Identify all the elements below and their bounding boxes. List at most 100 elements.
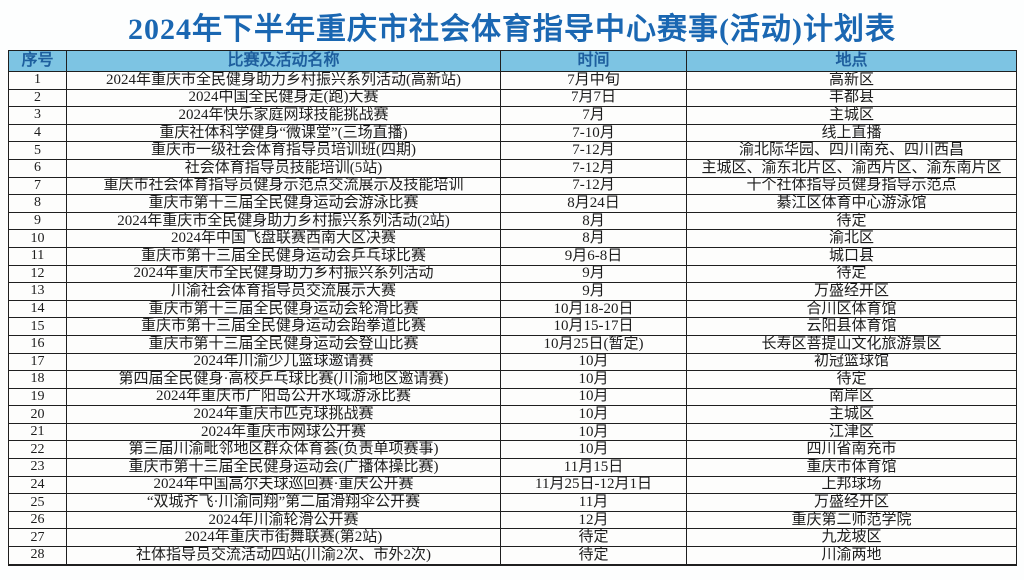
time-cell: 10月 [500,405,687,424]
table-row: 12 2024年重庆市全民健身助力乡村振兴系列活动 9月 待定 [8,264,1017,284]
table-row: 3 2024年快乐家庭网球技能挑战赛 7月 主城区 [8,106,1017,125]
row-index-cell: 11 [8,246,67,266]
row-index-cell: 1 [8,71,67,90]
row-index-cell: 16 [8,334,67,354]
event-name-cell: 2024中国全民健身走(跑)大赛 [66,88,501,108]
table-row: 21 2024年重庆市网球公开赛 10月 江津区 [8,422,1017,442]
time-cell: 7-12月 [500,176,687,196]
time-cell: 10月18-20日 [500,299,687,319]
event-name-cell: 2024年中国飞盘联赛西南大区决赛 [66,229,501,248]
row-index-cell: 6 [8,158,67,178]
location-cell: 万盛经开区 [686,493,1017,512]
row-index-cell: 15 [8,317,67,336]
row-index-cell: 24 [8,475,67,495]
location-cell: 重庆市体育馆 [686,458,1017,477]
table-row: 26 2024年川渝轮滑公开赛 12月 重庆第二师范学院 [8,510,1017,530]
row-index-cell: 8 [8,194,67,213]
event-name-cell: 重庆市第十三届全民健身运动会(广播体操比赛) [66,458,501,477]
table-row: 1 2024年重庆市全民健身助力乡村振兴系列活动(高新站) 7月中旬 高新区 [8,71,1017,90]
location-cell: 綦江区体育中心游泳馆 [686,194,1017,213]
table-row: 9 2024年重庆市全民健身助力乡村振兴系列活动(2站) 8月 待定 [8,211,1017,231]
event-name-cell: 2024年川渝少儿篮球邀请赛 [66,352,501,372]
event-name-cell: 重庆市第十三届全民健身运动会跆拳道比赛 [66,317,501,336]
event-name-cell: 2024年中国高尔夫球巡回赛·重庆公开赛 [66,475,501,495]
location-cell: 主城区 [686,106,1017,125]
row-index-cell: 23 [8,458,67,477]
time-cell: 待定 [500,546,687,566]
location-cell: 主城区 [686,405,1017,424]
time-cell: 10月 [500,387,687,407]
row-index-cell: 9 [8,211,67,231]
event-name-cell: 2024年重庆市全民健身助力乡村振兴系列活动(2站) [66,211,501,231]
time-cell: 11月15日 [500,458,687,477]
row-index-cell: 17 [8,352,67,372]
event-name-cell: 2024年重庆市街舞联赛(第2站) [66,528,501,548]
location-cell: 川渝两地 [686,546,1017,566]
table-row: 2 2024中国全民健身走(跑)大赛 7月7日 丰都县 [8,88,1017,108]
table-header: 序号 比赛及活动名称 时间 地点 [8,50,1017,72]
time-cell: 7-10月 [500,123,687,143]
location-cell: 重庆第二师范学院 [686,510,1017,530]
row-index-cell: 21 [8,422,67,442]
location-cell: 待定 [686,264,1017,284]
table-row: 22 第三届川渝毗邻地区群众体育荟(负责单项赛事) 10月 四川省南充市 [8,440,1017,460]
time-cell: 11月 [500,493,687,512]
location-cell: 十个社体指导员健身指导示范点 [686,176,1017,196]
location-cell: 南岸区 [686,387,1017,407]
time-cell: 8月 [500,211,687,231]
time-cell: 待定 [500,528,687,548]
time-cell: 8月 [500,229,687,248]
time-cell: 9月 [500,264,687,284]
table-row: 6 社会体育指导员技能培训(5站) 7-12月 主城区、渝东北片区、渝西片区、渝东南片… [8,158,1017,178]
page-title: 2024年下半年重庆市社会体育指导中心赛事(活动)计划表 [128,13,896,46]
time-cell: 7月中旬 [500,71,687,90]
row-index-cell: 22 [8,440,67,460]
table-row: 10 2024年中国飞盘联赛西南大区决赛 8月 渝北区 [8,229,1017,248]
table-row: 5 重庆市一级社会体育指导员培训班(四期) 7-12月 渝北际华园、四川南充、四川西昌 [8,141,1017,160]
location-cell: 合川区体育馆 [686,299,1017,319]
location-cell: 万盛经开区 [686,282,1017,301]
time-cell: 8月24日 [500,194,687,213]
table-row: 27 2024年重庆市街舞联赛(第2站) 待定 九龙坡区 [8,528,1017,548]
time-cell: 12月 [500,510,687,530]
event-name-cell: 2024年重庆市全民健身助力乡村振兴系列活动(高新站) [66,71,501,90]
event-name-cell: 社会体育指导员技能培训(5站) [66,158,501,178]
table-row: 13 川渝社会体育指导员交流展示大赛 9月 万盛经开区 [8,282,1017,301]
header-time: 时间 [500,50,687,72]
location-cell: 线上直播 [686,123,1017,143]
table-row: 28 社体指导员交流活动四站(川渝2次、市外2次) 待定 川渝两地 [8,546,1017,566]
event-name-cell: 重庆市第十三届全民健身运动会乒乓球比赛 [66,246,501,266]
location-cell: 待定 [686,370,1017,389]
location-cell: 九龙坡区 [686,528,1017,548]
row-index-cell: 18 [8,370,67,389]
event-name-cell: 第四届全民健身·高校乒乓球比赛(川渝地区邀请赛) [66,370,501,389]
event-name-cell: 2024年重庆市全民健身助力乡村振兴系列活动 [66,264,501,284]
row-index-cell: 20 [8,405,67,424]
row-index-cell: 3 [8,106,67,125]
event-name-cell: 重庆市第十三届全民健身运动会轮滑比赛 [66,299,501,319]
event-name-cell: 重庆市第十三届全民健身运动会游泳比赛 [66,194,501,213]
location-cell: 待定 [686,211,1017,231]
location-cell: 丰都县 [686,88,1017,108]
row-index-cell: 10 [8,229,67,248]
event-name-cell: 2024年重庆市匹克球挑战赛 [66,405,501,424]
table-row: 24 2024年中国高尔夫球巡回赛·重庆公开赛 11月25日-12月1日 上邦球场 [8,475,1017,495]
time-cell: 9月6-8日 [500,246,687,266]
event-name-cell: 2024年快乐家庭网球技能挑战赛 [66,106,501,125]
location-cell: 渝北际华园、四川南充、四川西昌 [686,141,1017,160]
row-index-cell: 28 [8,546,67,566]
table-row: 17 2024年川渝少儿篮球邀请赛 10月 初冠篮球馆 [8,352,1017,372]
row-index-cell: 4 [8,123,67,143]
header-index: 序号 [8,50,67,72]
row-index-cell: 2 [8,88,67,108]
event-name-cell: 重庆市社会体育指导员健身示范点交流展示及技能培训 [66,176,501,196]
row-index-cell: 12 [8,264,67,284]
header-row: 序号 比赛及活动名称 时间 地点 [8,50,1017,72]
table-row: 11 重庆市第十三届全民健身运动会乒乓球比赛 9月6-8日 城口县 [8,246,1017,266]
location-cell: 长寿区菩提山文化旅游景区 [686,334,1017,354]
event-name-cell: “双城齐飞·川渝同翔”第二届滑翔伞公开赛 [66,493,501,512]
event-name-cell: 2024年重庆市广阳岛公开水域游泳比赛 [66,387,501,407]
time-cell: 7-12月 [500,158,687,178]
row-index-cell: 14 [8,299,67,319]
time-cell: 10月15-17日 [500,317,687,336]
